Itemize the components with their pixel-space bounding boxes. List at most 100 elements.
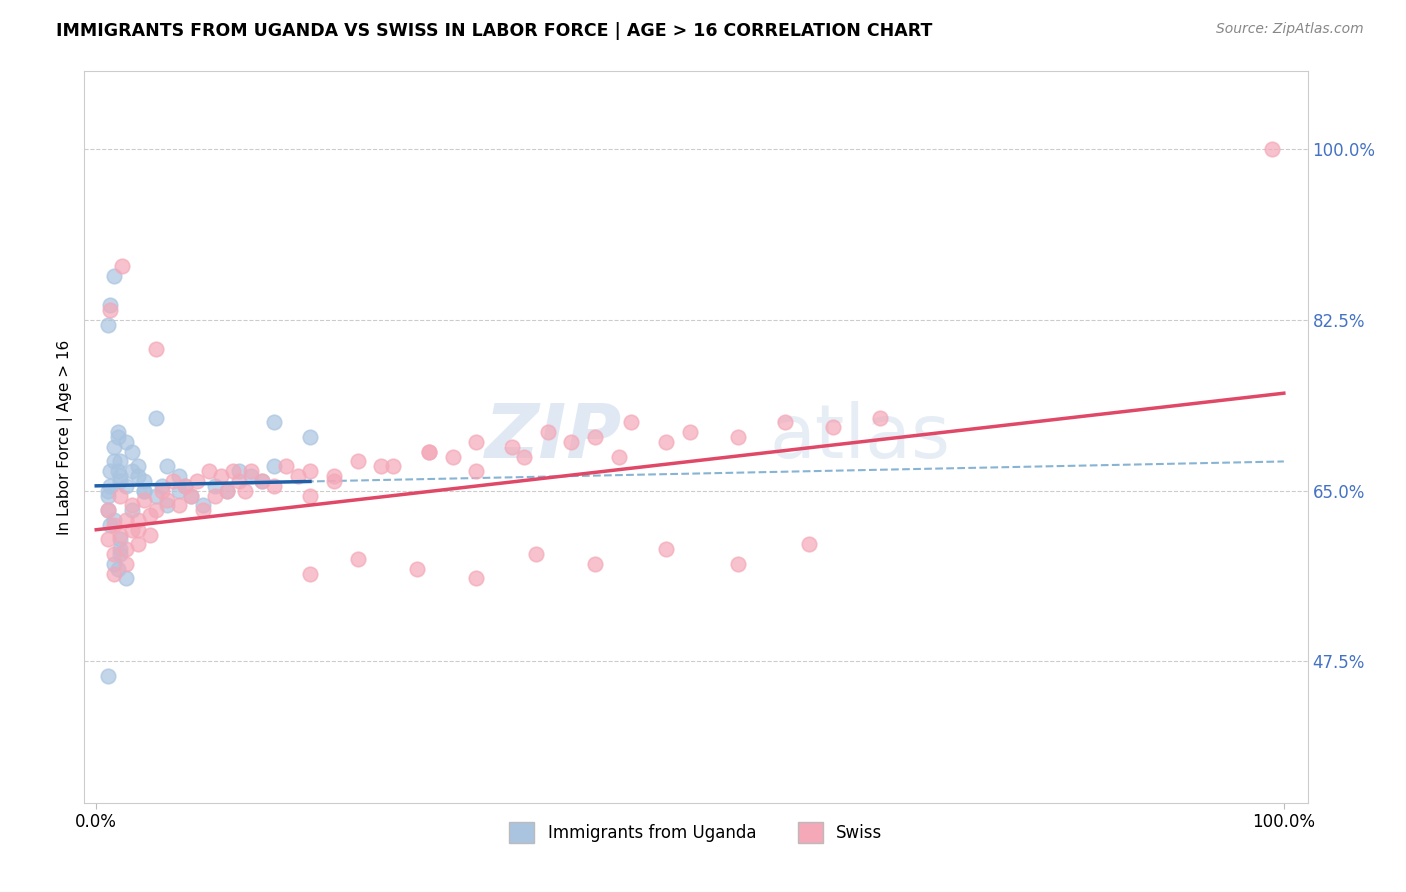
Point xyxy=(103,557,125,571)
Point xyxy=(727,557,749,571)
Point xyxy=(132,483,155,498)
Point xyxy=(239,469,262,483)
Point xyxy=(103,513,125,527)
Point xyxy=(465,572,488,586)
Point xyxy=(370,459,392,474)
Point xyxy=(418,444,440,458)
Point xyxy=(204,489,226,503)
Point xyxy=(607,450,630,464)
Point xyxy=(186,474,208,488)
Point xyxy=(346,454,368,468)
Point xyxy=(513,450,536,464)
Point xyxy=(169,469,191,483)
Point xyxy=(156,499,179,513)
Point xyxy=(727,430,749,444)
Point xyxy=(121,499,143,513)
Point xyxy=(346,552,368,566)
Point xyxy=(132,493,155,508)
Point xyxy=(107,430,129,444)
Point xyxy=(465,434,488,449)
Point xyxy=(180,489,202,503)
Point xyxy=(107,562,129,576)
Point xyxy=(108,527,131,541)
Point xyxy=(115,513,138,527)
Point xyxy=(103,440,125,454)
Point xyxy=(583,430,606,444)
Point xyxy=(298,489,321,503)
Point xyxy=(127,523,149,537)
Point xyxy=(138,527,160,541)
Point xyxy=(115,434,138,449)
Point xyxy=(821,420,844,434)
Point xyxy=(100,464,122,478)
Point xyxy=(108,533,131,547)
Text: atlas: atlas xyxy=(769,401,950,474)
Point xyxy=(115,557,138,571)
Point xyxy=(103,566,125,581)
Point xyxy=(174,479,197,493)
Point xyxy=(97,318,120,332)
Point xyxy=(145,410,167,425)
Point xyxy=(382,459,405,474)
Point xyxy=(174,479,197,493)
Text: ZIP: ZIP xyxy=(485,401,623,474)
Point xyxy=(536,425,558,440)
Point xyxy=(107,425,129,440)
Point xyxy=(127,459,149,474)
Point xyxy=(228,474,250,488)
Point xyxy=(107,464,129,478)
Point xyxy=(97,503,120,517)
Point xyxy=(465,464,488,478)
Point xyxy=(150,483,173,498)
Point xyxy=(620,416,643,430)
Point xyxy=(145,503,167,517)
Point xyxy=(115,572,138,586)
Point xyxy=(263,416,285,430)
Point xyxy=(655,542,678,557)
Point xyxy=(115,542,138,557)
Y-axis label: In Labor Force | Age > 16: In Labor Force | Age > 16 xyxy=(58,340,73,534)
Point xyxy=(215,483,238,498)
Point xyxy=(97,503,120,517)
Point xyxy=(191,503,214,517)
Point xyxy=(298,464,321,478)
Point xyxy=(239,464,262,478)
Point xyxy=(252,474,274,488)
Point xyxy=(228,464,250,478)
Point xyxy=(127,537,149,551)
Legend: Immigrants from Uganda, Swiss: Immigrants from Uganda, Swiss xyxy=(503,815,889,849)
Point xyxy=(100,303,122,318)
Point xyxy=(103,269,125,284)
Point xyxy=(100,298,122,312)
Point xyxy=(132,474,155,488)
Point xyxy=(869,410,891,425)
Point xyxy=(322,474,344,488)
Point xyxy=(501,440,523,454)
Point xyxy=(263,459,285,474)
Point xyxy=(100,479,122,493)
Point xyxy=(127,513,149,527)
Point xyxy=(103,517,125,532)
Point xyxy=(252,474,274,488)
Point xyxy=(298,430,321,444)
Point xyxy=(132,483,155,498)
Point xyxy=(108,454,131,468)
Text: IMMIGRANTS FROM UGANDA VS SWISS IN LABOR FORCE | AGE > 16 CORRELATION CHART: IMMIGRANTS FROM UGANDA VS SWISS IN LABOR… xyxy=(56,22,932,40)
Point xyxy=(169,483,191,498)
Point xyxy=(209,469,232,483)
Point xyxy=(180,489,202,503)
Point xyxy=(121,464,143,478)
Point xyxy=(773,416,796,430)
Point xyxy=(418,444,440,458)
Point xyxy=(441,450,464,464)
Point xyxy=(298,566,321,581)
Point xyxy=(145,489,167,503)
Point xyxy=(322,469,344,483)
Point xyxy=(560,434,582,449)
Point xyxy=(108,469,131,483)
Point xyxy=(121,503,143,517)
Point xyxy=(97,483,120,498)
Point xyxy=(1261,142,1284,156)
Point xyxy=(150,479,173,493)
Point xyxy=(215,483,238,498)
